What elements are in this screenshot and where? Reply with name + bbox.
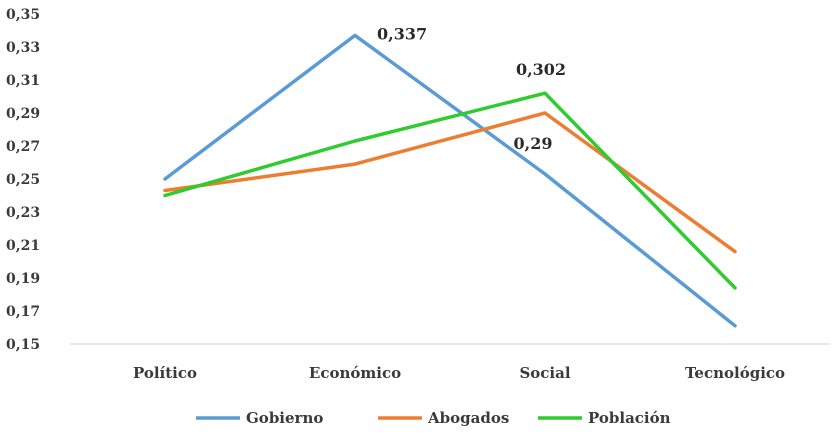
x-category-label: Social [519,364,570,382]
y-tick-label: 0,15 [6,337,40,353]
legend-label: Población [588,409,671,427]
y-tick-label: 0,23 [6,205,40,221]
y-tick-label: 0,17 [6,304,40,320]
x-axis-categories: Político Económico Social Tecnológico [133,364,785,382]
legend-label: Abogados [427,409,509,427]
legend: Gobierno Abogados Población [196,409,671,427]
y-tick-label: 0,21 [6,238,40,254]
y-tick-label: 0,33 [6,40,40,56]
x-category-label: Económico [309,364,401,382]
data-label: 0,29 [514,134,553,153]
series-line-gobierno [163,33,737,328]
y-tick-label: 0,35 [6,7,40,23]
series-line-poblacion [163,91,737,290]
y-axis-ticks: 0,35 0,33 0,31 0,29 0,27 0,25 0,23 0,21 0,19 0,17… [6,7,40,353]
y-tick-label: 0,25 [6,172,40,188]
data-label: 0,337 [377,24,427,43]
series-lines [163,33,737,328]
y-tick-label: 0,19 [6,271,40,287]
y-tick-label: 0,31 [6,73,40,89]
legend-label: Gobierno [246,409,323,427]
data-label: 0,302 [516,60,566,79]
x-category-label: Tecnológico [685,364,785,382]
y-tick-label: 0,29 [6,106,40,122]
series-line-abogados [163,111,737,254]
data-labels: 0,337 0,302 0,29 [377,24,566,153]
y-tick-label: 0,27 [6,139,40,155]
x-category-label: Político [133,364,197,382]
